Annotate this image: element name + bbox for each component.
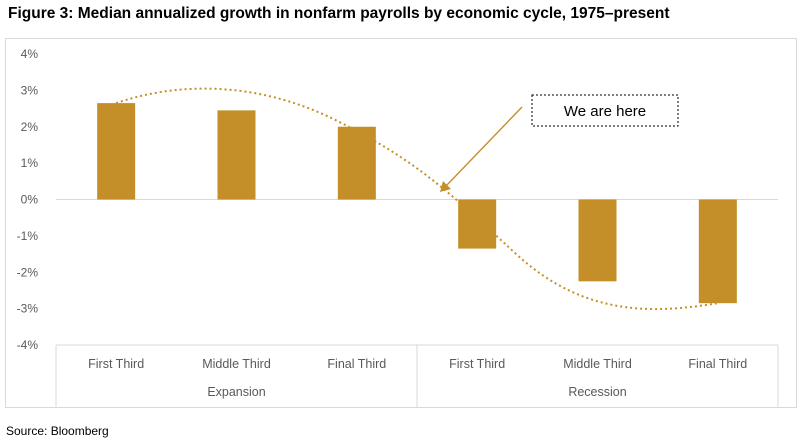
bar: [217, 110, 256, 200]
y-tick-label: 4%: [21, 47, 39, 61]
y-tick-label: -4%: [17, 338, 39, 352]
y-tick-label: -2%: [17, 265, 39, 279]
y-tick-label: -1%: [17, 229, 39, 243]
category-label: Middle Third: [563, 357, 632, 371]
category-label: First Third: [449, 357, 505, 371]
y-tick-label: 0%: [21, 193, 39, 207]
bar: [698, 199, 737, 304]
chart-frame: [5, 38, 797, 408]
x-axis-groups: Expansion Recession: [207, 385, 626, 399]
group-label: Recession: [568, 385, 626, 399]
category-label: Final Third: [688, 357, 747, 371]
source-note: Source: Bloomberg: [6, 424, 109, 438]
bar: [97, 103, 136, 200]
y-tick-label: 3%: [21, 83, 39, 97]
annotation-arrow: [445, 106, 523, 187]
category-label: Middle Third: [202, 357, 271, 371]
annotation-callout: We are here: [440, 94, 679, 192]
y-axis-ticks: 4% 3% 2% 1% 0% -1% -2% -3% -4%: [17, 47, 39, 352]
bar: [337, 126, 376, 200]
figure-title: Figure 3: Median annualized growth in no…: [8, 5, 670, 22]
annotation-text: We are here: [564, 103, 646, 120]
annotation-box: [531, 94, 679, 127]
y-tick-label: 2%: [21, 120, 39, 134]
bars: [97, 103, 737, 304]
arrow-head-icon: [440, 181, 451, 192]
trend-curve: [115, 87, 718, 311]
y-tick-label: -3%: [17, 302, 39, 316]
category-label: First Third: [88, 357, 144, 371]
y-tick-label: 1%: [21, 156, 39, 170]
axis-lines: [55, 199, 779, 408]
bar: [458, 199, 497, 249]
bar: [578, 199, 617, 282]
x-axis-categories: First Third Middle Third Final Third First …: [88, 357, 747, 371]
group-label: Expansion: [207, 385, 265, 399]
category-label: Final Third: [327, 357, 386, 371]
